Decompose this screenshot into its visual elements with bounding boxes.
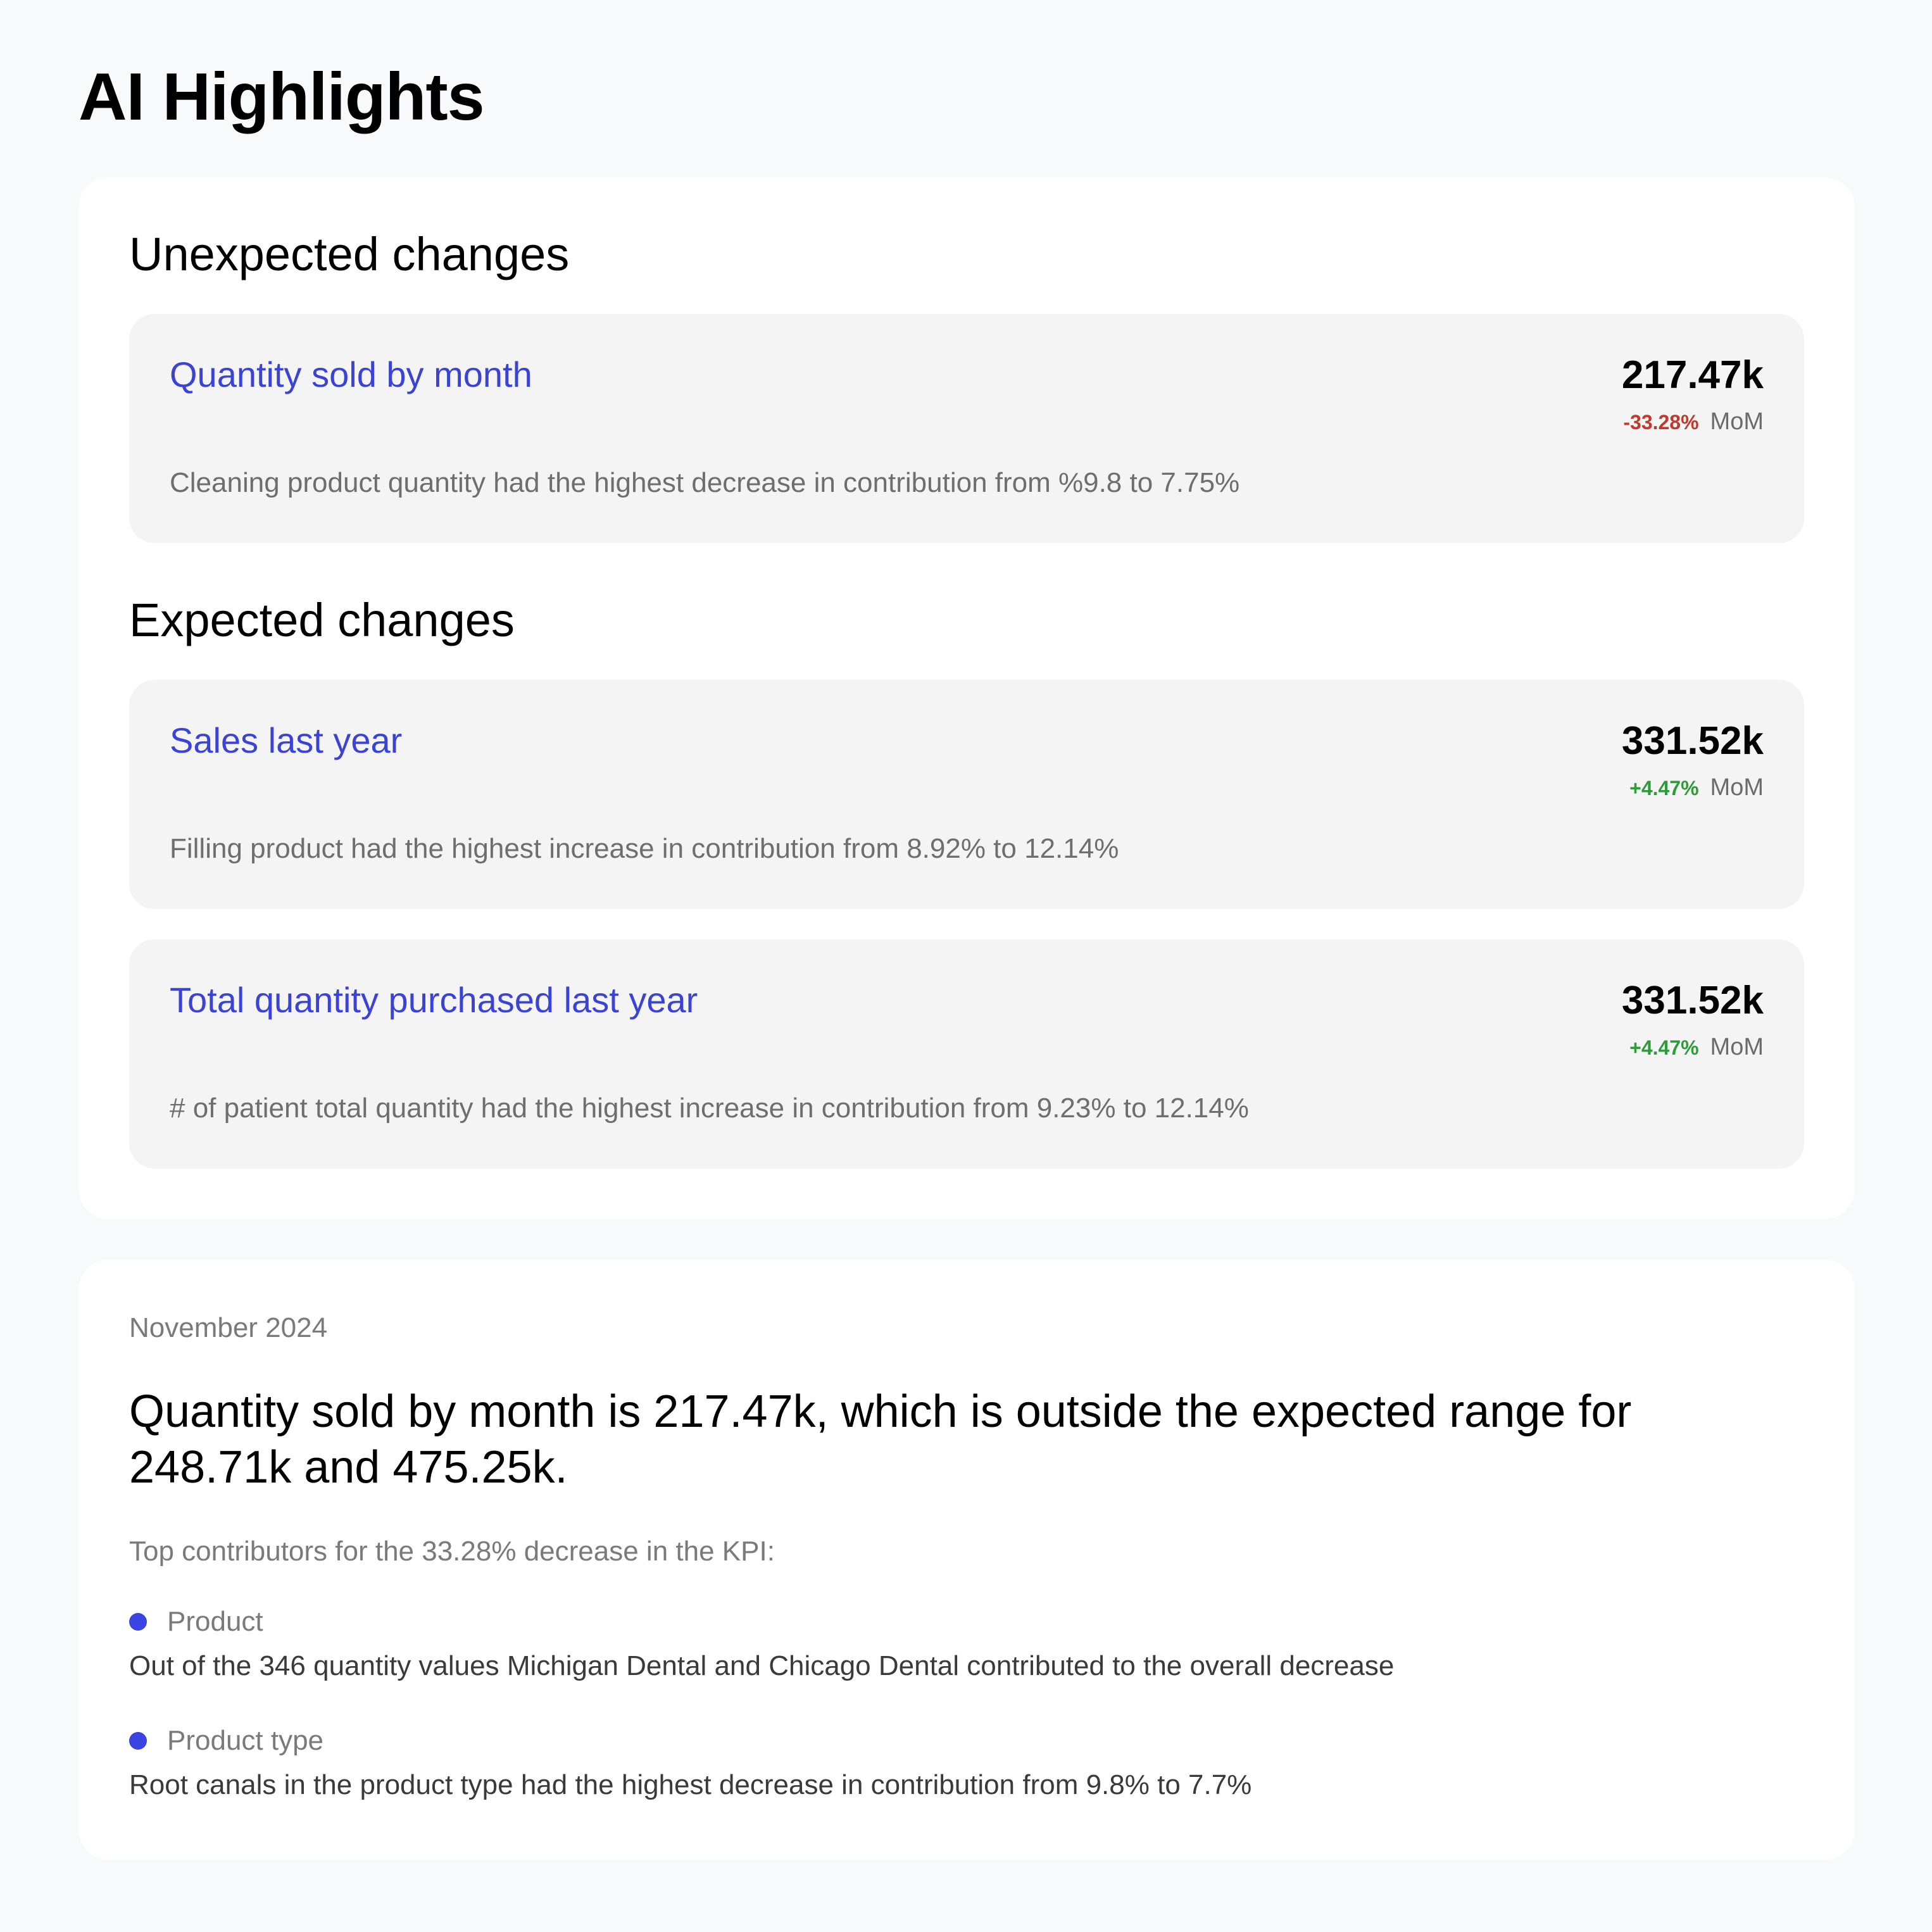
- kpi-card-delta: +4.47% MoM: [1629, 774, 1764, 802]
- kpi-card-description: Cleaning product quantity had the highes…: [170, 467, 1240, 498]
- kpi-card-description: # of patient total quantity had the high…: [170, 1093, 1249, 1124]
- contributor-item: Product type Root canals in the product …: [129, 1723, 1804, 1803]
- summary-headline: Quantity sold by month is 217.47k, which…: [129, 1386, 1632, 1493]
- delta-unit: MoM: [1710, 1034, 1764, 1060]
- delta-percent: -33.28%: [1623, 411, 1699, 434]
- bullet-dot-icon: [129, 1613, 147, 1631]
- unexpected-changes-heading: Unexpected changes: [129, 228, 570, 280]
- kpi-card-sales-last-year[interactable]: Sales last year 331.52k +4.47% MoM Fillin…: [129, 680, 1804, 909]
- contributor-text: Out of the 346 quantity values Michigan …: [129, 1650, 1395, 1681]
- kpi-card-value: 331.52k: [1621, 719, 1764, 763]
- contributor-text: Root canals in the product type had the …: [129, 1769, 1252, 1800]
- bullet-dot-icon: [129, 1732, 147, 1750]
- delta-percent: +4.47%: [1629, 1036, 1699, 1059]
- kpi-card-quantity-sold-by-month[interactable]: Quantity sold by month 217.47k -33.28% Mo…: [129, 314, 1804, 543]
- delta-unit: MoM: [1710, 408, 1764, 435]
- summary-panel: November 2024 Quantity sold by month is …: [78, 1260, 1855, 1860]
- expected-changes-heading: Expected changes: [129, 594, 515, 646]
- contributor-label: Product: [167, 1606, 263, 1637]
- page-title: AI Highlights: [78, 60, 485, 134]
- kpi-card-title[interactable]: Quantity sold by month: [170, 354, 532, 394]
- kpi-card-total-quantity-purchased[interactable]: Total quantity purchased last year 331.5…: [129, 939, 1804, 1169]
- kpi-card-delta: +4.47% MoM: [1629, 1033, 1764, 1062]
- summary-date: November 2024: [129, 1312, 328, 1343]
- summary-lead: Top contributors for the 33.28% decrease…: [129, 1536, 775, 1567]
- kpi-card-title[interactable]: Total quantity purchased last year: [170, 980, 698, 1020]
- contributor-head: Product: [129, 1604, 1804, 1640]
- delta-percent: +4.47%: [1629, 777, 1699, 800]
- kpi-card-delta: -33.28% MoM: [1623, 408, 1764, 436]
- kpi-card-value: 331.52k: [1621, 979, 1764, 1022]
- contributor-label: Product type: [167, 1725, 324, 1756]
- kpi-card-value: 217.47k: [1621, 353, 1764, 397]
- delta-unit: MoM: [1710, 774, 1764, 801]
- contributor-head: Product type: [129, 1723, 1804, 1759]
- kpi-card-title[interactable]: Sales last year: [170, 720, 403, 760]
- contributor-item: Product Out of the 346 quantity values M…: [129, 1604, 1804, 1684]
- kpi-card-description: Filling product had the highest increase…: [170, 833, 1119, 864]
- ai-highlights-page: AI Highlights Unexpected changes Quantit…: [78, 0, 1855, 1860]
- changes-panel: Unexpected changes Quantity sold by mont…: [78, 177, 1855, 1219]
